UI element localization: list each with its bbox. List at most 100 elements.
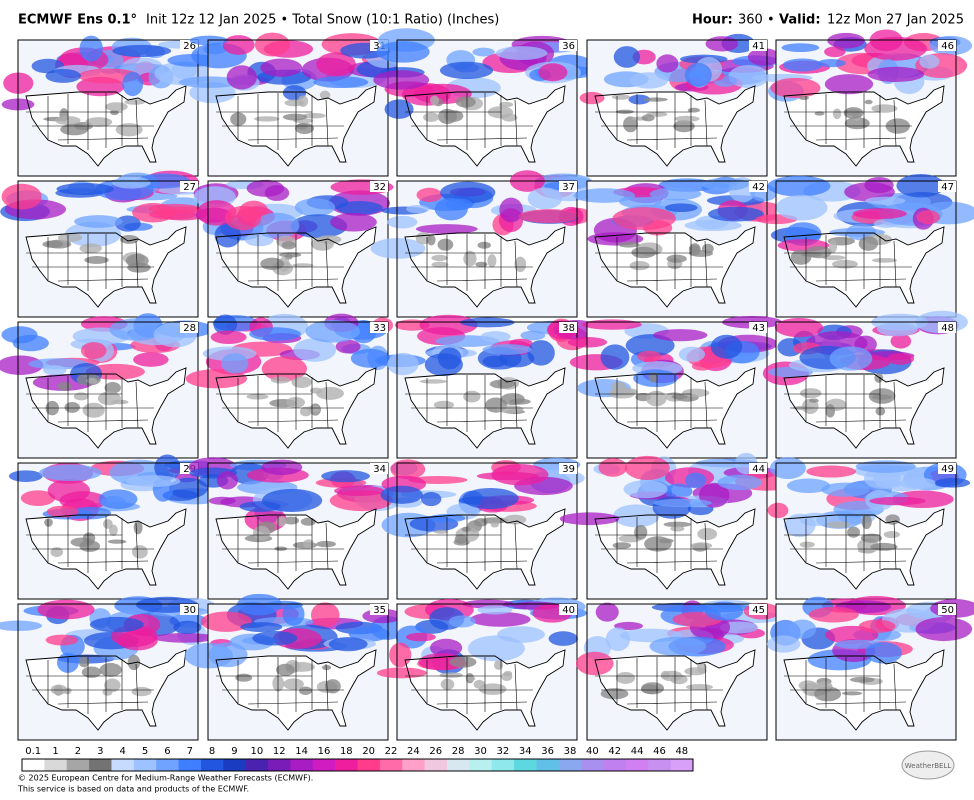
light-snow — [274, 546, 288, 551]
snow-area — [261, 356, 308, 382]
snow-area — [869, 496, 926, 506]
light-snow — [473, 518, 488, 527]
panel-border — [207, 321, 389, 459]
snow-area — [477, 605, 513, 615]
colorbar-label: 9 — [231, 746, 237, 757]
hour-label: Hour: — [692, 13, 733, 28]
colorbar-label: 26 — [429, 746, 442, 757]
colorbar-swatch — [558, 759, 582, 771]
light-snow — [82, 402, 105, 418]
panel-border — [396, 180, 578, 318]
snow-area — [330, 212, 377, 232]
snow-area — [649, 187, 702, 201]
coastline — [215, 85, 377, 167]
snow-area — [293, 338, 337, 362]
snow-area — [821, 482, 870, 497]
colorbar-swatch — [491, 759, 515, 771]
coastline — [25, 649, 187, 731]
light-snow — [50, 547, 64, 558]
light-snow — [131, 686, 152, 697]
snow-area — [0, 620, 43, 632]
light-snow — [809, 398, 819, 403]
light-snow — [634, 524, 648, 540]
light-snow — [466, 675, 476, 682]
snow-area — [39, 464, 102, 481]
state-lines — [784, 234, 912, 291]
snow-area — [767, 502, 789, 519]
state-lines — [216, 93, 344, 150]
coastline — [25, 367, 187, 449]
light-snow — [618, 241, 640, 248]
snow-area — [623, 480, 668, 499]
snow-area — [45, 68, 81, 83]
snow-area — [728, 64, 769, 88]
snow-area — [769, 457, 806, 480]
snow-area — [376, 41, 430, 63]
member-label: 41 — [752, 41, 765, 52]
light-snow — [463, 390, 481, 403]
member-label: 32 — [373, 182, 386, 193]
state-lines — [595, 234, 723, 291]
colorbar-label: 34 — [519, 746, 532, 757]
snow-area — [613, 46, 640, 68]
snow-area — [334, 485, 385, 497]
label-box — [749, 322, 767, 333]
colorbar-label: 6 — [164, 746, 170, 757]
snow-area — [214, 223, 241, 248]
snow-area — [480, 331, 511, 343]
map-panel: 30 — [0, 596, 217, 741]
map-panel: 37 — [370, 170, 598, 318]
light-snow — [319, 90, 331, 100]
snow-area — [575, 651, 614, 676]
light-snow — [477, 241, 491, 249]
snow-area — [766, 635, 801, 653]
snow-area — [429, 638, 463, 658]
colorbar-swatch — [357, 759, 381, 771]
light-snow — [276, 516, 287, 527]
light-snow — [434, 529, 448, 534]
snow-area — [109, 318, 164, 341]
light-snow — [843, 107, 864, 119]
light-snow — [298, 686, 313, 695]
valid-time: 12z Mon 27 Jan 2025 — [827, 13, 964, 28]
snow-area — [858, 619, 896, 633]
light-snow — [600, 688, 629, 700]
snow-area — [89, 616, 144, 633]
colorbar-swatch — [111, 759, 135, 771]
colorbar-swatch — [424, 759, 448, 771]
snow-area — [527, 187, 563, 210]
coastline — [594, 649, 756, 731]
snow-area — [98, 489, 138, 509]
snow-area — [373, 70, 430, 90]
light-snow — [443, 110, 464, 122]
snow-area — [775, 194, 828, 221]
snow-area — [445, 198, 473, 211]
light-snow — [79, 243, 102, 254]
light-snow — [316, 540, 336, 548]
snow-area — [282, 602, 305, 626]
state-lines — [216, 516, 344, 573]
light-snow — [611, 381, 627, 392]
label-box — [559, 604, 577, 615]
coastline — [783, 85, 945, 167]
label-box — [749, 40, 767, 51]
snow-area — [370, 238, 426, 259]
snow-area — [595, 602, 619, 622]
snow-area — [782, 58, 823, 72]
colorbar-label: 48 — [675, 746, 688, 757]
snow-area — [827, 32, 865, 49]
colorbar-swatch — [625, 759, 649, 771]
light-snow — [440, 678, 455, 691]
light-snow — [496, 405, 524, 414]
light-snow — [864, 99, 873, 105]
light-snow — [688, 243, 701, 256]
member-label: 37 — [562, 182, 575, 193]
member-label: 27 — [183, 182, 196, 193]
colorbar-swatch — [581, 759, 605, 771]
snow-area — [236, 593, 283, 616]
light-snow — [861, 514, 872, 530]
coastline — [783, 226, 945, 308]
snow-area — [808, 606, 859, 623]
snow-area — [582, 319, 642, 330]
